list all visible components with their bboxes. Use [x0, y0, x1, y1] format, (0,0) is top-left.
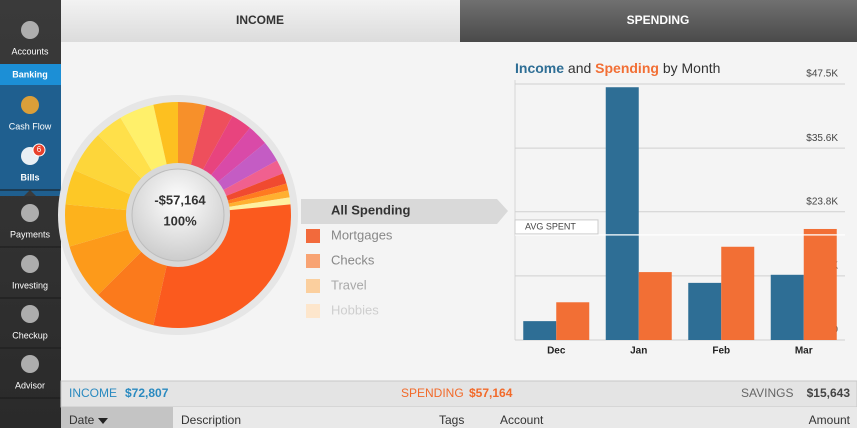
- column-header[interactable]: Amount: [809, 413, 851, 427]
- chart-title: Income and Spending by Month: [515, 60, 720, 76]
- category-swatch[interactable]: [306, 254, 320, 268]
- nav-label[interactable]: Bills: [20, 172, 39, 182]
- tab-spending[interactable]: [460, 0, 857, 42]
- nav-icon[interactable]: [21, 204, 39, 222]
- category-swatch[interactable]: [306, 304, 320, 318]
- donut-total: -$57,164: [154, 192, 206, 207]
- nav-label[interactable]: Payments: [10, 229, 51, 239]
- bar: [523, 321, 557, 340]
- summary-bar: [60, 380, 857, 408]
- x-tick-label: Mar: [795, 346, 813, 357]
- bar: [638, 272, 672, 340]
- column-header[interactable]: Date: [69, 413, 95, 427]
- nav-item[interactable]: [0, 8, 61, 71]
- selected-pointer: [24, 190, 36, 196]
- date-column-header[interactable]: [61, 407, 173, 428]
- y-tick-label: $35.6K: [806, 133, 838, 144]
- bar: [605, 87, 639, 341]
- x-tick-label: Feb: [712, 346, 730, 357]
- title-part: Spending: [595, 60, 659, 76]
- nav-icon[interactable]: [21, 96, 39, 114]
- y-tick-label: $23.8K: [806, 196, 838, 207]
- savings-value: $15,643: [807, 386, 851, 400]
- nav-label[interactable]: Cash Flow: [9, 121, 52, 131]
- category-label[interactable]: Travel: [331, 277, 367, 292]
- bar: [721, 246, 755, 340]
- title-part: and: [564, 60, 595, 76]
- nav-icon[interactable]: [21, 355, 39, 373]
- category-label[interactable]: Hobbies: [331, 302, 379, 317]
- category-label[interactable]: Checks: [331, 252, 375, 267]
- badge-count: 6: [37, 145, 42, 154]
- spending-value: $57,164: [469, 386, 513, 400]
- banking-header: [0, 64, 61, 85]
- nav-icon[interactable]: [21, 21, 39, 39]
- column-header[interactable]: Tags: [439, 413, 464, 427]
- column-header[interactable]: Description: [181, 413, 241, 427]
- category-swatch[interactable]: [306, 229, 320, 243]
- title-part: Income: [515, 60, 564, 76]
- nav-label[interactable]: Banking: [12, 69, 48, 79]
- donut-percent: 100%: [163, 213, 197, 228]
- category-label[interactable]: Mortgages: [331, 227, 393, 242]
- sort-arrow[interactable]: [98, 418, 108, 424]
- category-swatch[interactable]: [306, 279, 320, 293]
- savings-label: SAVINGS: [741, 386, 793, 400]
- selected-category[interactable]: [301, 199, 508, 224]
- tab-income[interactable]: [61, 0, 460, 42]
- badge: [32, 143, 46, 157]
- spending-label: SPENDING: [401, 386, 464, 400]
- nav-label[interactable]: Investing: [12, 280, 48, 290]
- column-header[interactable]: Account: [500, 413, 544, 427]
- nav-label[interactable]: Accounts: [11, 46, 49, 56]
- category-label[interactable]: All Spending: [331, 202, 411, 217]
- x-tick-label: Dec: [547, 346, 566, 357]
- bar: [770, 274, 804, 340]
- donut-hub: [131, 168, 225, 262]
- tab-label[interactable]: INCOME: [236, 13, 284, 27]
- x-tick-label: Jan: [630, 346, 647, 357]
- nav-label[interactable]: Checkup: [12, 330, 48, 340]
- nav-label[interactable]: Advisor: [15, 380, 45, 390]
- bar: [688, 282, 722, 340]
- income-label: INCOME: [69, 386, 117, 400]
- table-header: [61, 407, 857, 428]
- avg-label: AVG SPENT: [525, 221, 576, 231]
- bar: [556, 302, 590, 340]
- avg-label-box: [514, 219, 599, 235]
- title-part: by Month: [659, 60, 720, 76]
- y-tick-label: $47.5K: [806, 69, 838, 80]
- nav-icon[interactable]: [21, 255, 39, 273]
- tab-label[interactable]: SPENDING: [627, 13, 690, 27]
- nav-icon[interactable]: [21, 305, 39, 323]
- income-value: $72,807: [125, 386, 169, 400]
- bar: [803, 228, 837, 340]
